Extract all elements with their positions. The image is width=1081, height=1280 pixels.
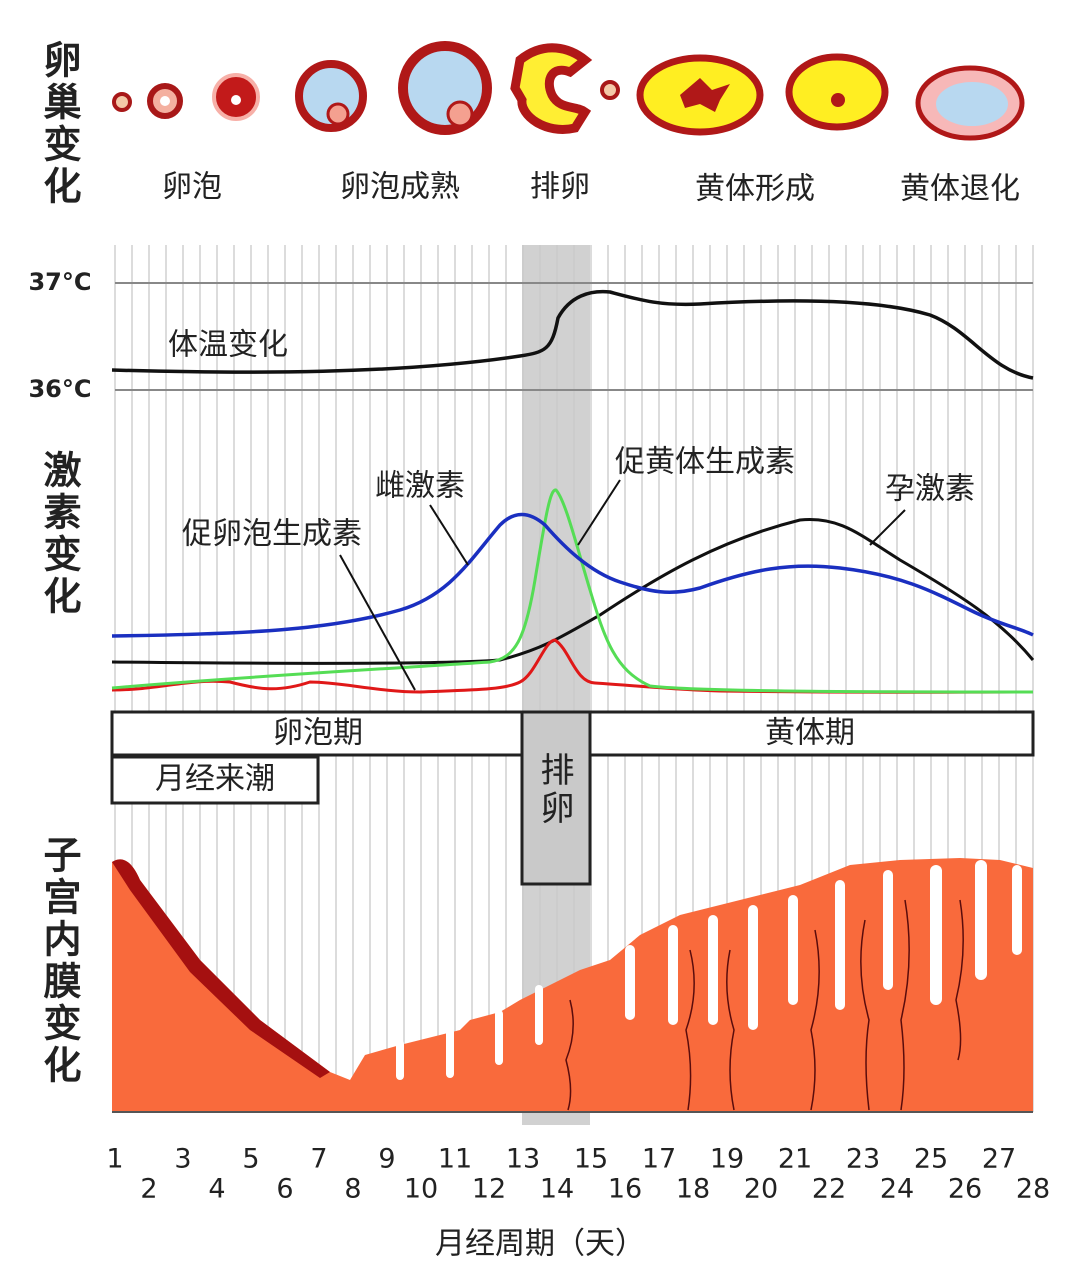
endometrium-shape — [112, 858, 1033, 1112]
day-label: 26 — [948, 1174, 982, 1205]
progesterone-curve — [111, 517, 1035, 665]
ovary-stage: 黄体形成 — [695, 172, 815, 207]
lh-curve — [111, 488, 1034, 694]
phase-label: 卵泡期 — [273, 716, 363, 751]
pointer — [339, 554, 416, 691]
hormone-label: 促黄体生成素 — [615, 445, 795, 480]
day-label: 18 — [676, 1174, 710, 1205]
temp-tick: 36°C — [28, 375, 91, 403]
day-label: 21 — [778, 1144, 812, 1175]
day-label: 14 — [540, 1174, 574, 1205]
phase-label: 月经来潮 — [155, 762, 275, 797]
day-label: 3 — [174, 1144, 191, 1175]
ovary-shapes — [112, 41, 1025, 141]
ovulation-box — [520, 710, 592, 886]
ovary-stage: 卵泡成熟 — [340, 170, 460, 205]
day-label: 24 — [880, 1174, 914, 1205]
day-label: 16 — [608, 1174, 642, 1205]
temperature-label: 体温变化 — [168, 328, 288, 363]
day-label: 13 — [506, 1144, 540, 1175]
phase-label: 黄体期 — [765, 716, 855, 751]
temperature-curve — [111, 289, 1034, 380]
pointer — [577, 479, 621, 546]
section-title: 卵巢变化 — [37, 40, 81, 208]
hormone-label: 雌激素 — [375, 469, 465, 504]
day-label: 12 — [472, 1174, 506, 1205]
day-label: 6 — [276, 1174, 293, 1205]
phase-box — [110, 710, 524, 757]
day-label: 23 — [846, 1144, 880, 1175]
hormone-label: 促卵泡生成素 — [182, 517, 362, 552]
day-label: 11 — [438, 1144, 472, 1175]
hormone-label: 孕激素 — [885, 472, 975, 507]
day-label: 9 — [378, 1144, 395, 1175]
pointer — [869, 509, 906, 546]
phase-box — [588, 710, 1035, 757]
ovary-stage: 卵泡 — [162, 170, 222, 205]
day-label: 27 — [982, 1144, 1016, 1175]
day-label: 19 — [710, 1144, 744, 1175]
day-label: 15 — [574, 1144, 608, 1175]
phase-label: 排卵 — [534, 752, 574, 828]
x-axis: 1234567891011121314151617181920212223242… — [106, 1144, 1050, 1205]
day-label: 2 — [140, 1174, 157, 1205]
estrogen-curve — [111, 512, 1034, 638]
day-label: 22 — [812, 1174, 846, 1205]
section-title: 激素变化 — [37, 450, 81, 618]
day-label: 28 — [1016, 1174, 1050, 1205]
section-title: 子宫内膜变化 — [37, 835, 81, 1087]
day-label: 4 — [208, 1174, 225, 1205]
phase-box — [110, 755, 320, 805]
pointer — [429, 504, 469, 566]
day-label: 25 — [914, 1144, 948, 1175]
temp-tick: 37°C — [28, 268, 91, 296]
day-label: 5 — [242, 1144, 259, 1175]
ovary-stage: 排卵 — [530, 170, 590, 205]
day-label: 7 — [310, 1144, 327, 1175]
day-label: 20 — [744, 1174, 778, 1205]
day-label: 1 — [106, 1144, 123, 1175]
day-label: 10 — [404, 1174, 438, 1205]
day-label: 8 — [344, 1174, 361, 1205]
ovary-stage: 黄体退化 — [900, 172, 1020, 207]
day-label: 17 — [642, 1144, 676, 1175]
x-axis-title: 月经周期（天） — [435, 1227, 645, 1262]
